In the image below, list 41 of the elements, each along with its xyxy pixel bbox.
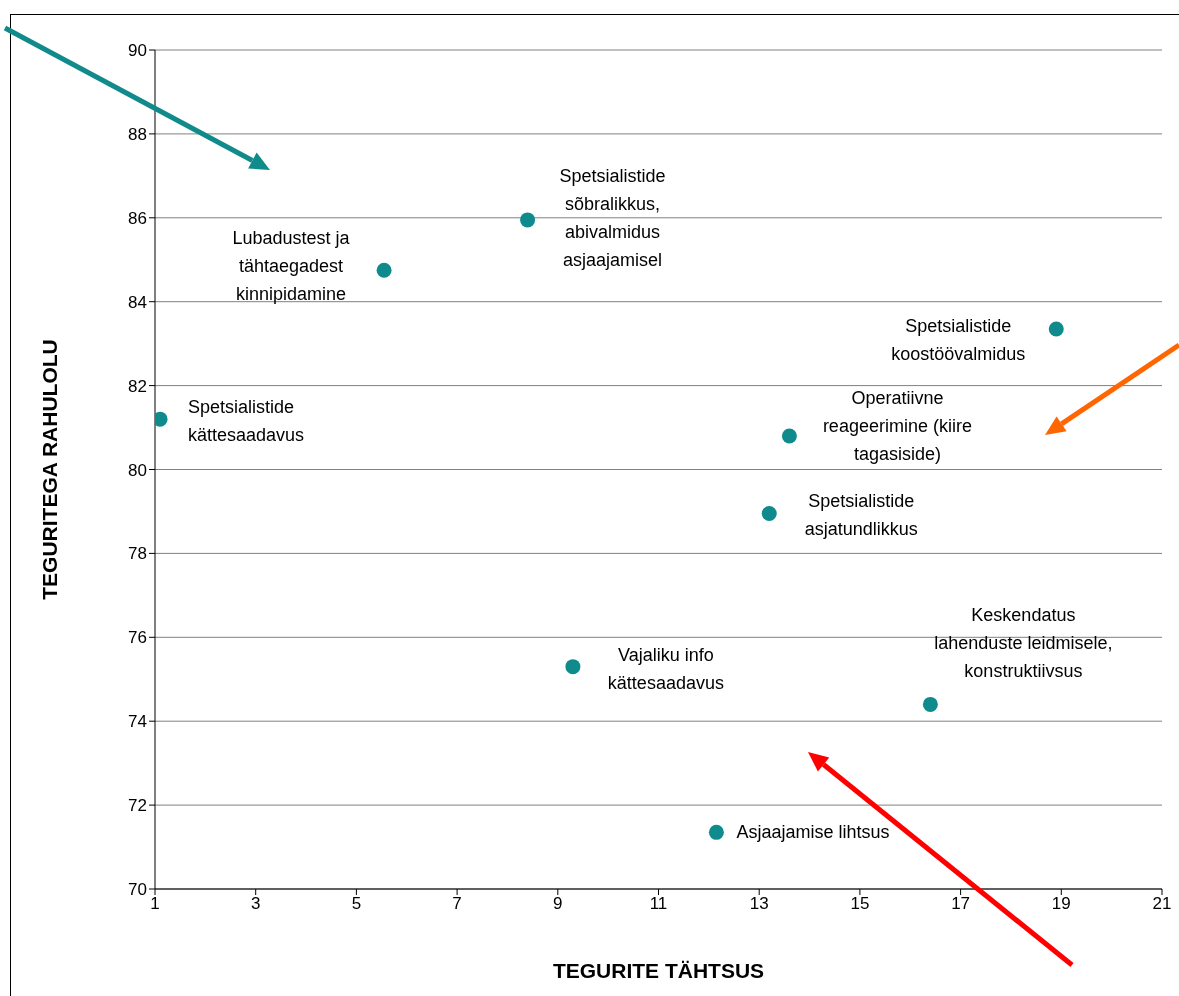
point	[565, 659, 581, 675]
x-tick-label: 17	[951, 894, 971, 914]
annotation: Operatiivne reageerimine (kiire tagasiside)	[822, 387, 972, 464]
x-tick-label: 1	[150, 894, 160, 914]
y-tick-label: 74	[128, 712, 147, 732]
point	[781, 428, 797, 444]
annotation: Spetsialistide kättesaadavus	[188, 396, 305, 445]
annotation: Asjaajamise lihtsus	[736, 822, 890, 843]
x-tick-label: 21	[1152, 894, 1172, 914]
x-axis-title: TEGURITE TÄHTSUS	[552, 959, 765, 982]
annotation: Lubadustest ja tähtaegadest kinnipidamine	[232, 227, 351, 304]
x-tick-label: 13	[749, 894, 769, 914]
y-tick-label: 90	[128, 41, 147, 61]
point	[761, 506, 777, 522]
point	[520, 212, 536, 228]
x-tick-label: 15	[850, 894, 870, 914]
y-tick-label: 78	[128, 544, 147, 564]
y-tick-label: 76	[128, 628, 147, 648]
x-tick-label: 19	[1051, 894, 1071, 914]
annotation: Spetsialistide koostöövalmidus	[891, 315, 1026, 364]
y-tick-label: 80	[128, 460, 147, 480]
x-tick-label: 11	[649, 894, 668, 914]
y-tick-label: 86	[128, 208, 147, 228]
annotation: Vajaliku info kättesaadavus	[607, 644, 724, 693]
point	[922, 696, 938, 712]
x-tick-label: 9	[553, 894, 563, 914]
annotation: Spetsialistide sõbralikkus, abivalmidus asjaajamisel	[559, 165, 666, 270]
x-tick-label: 3	[250, 894, 261, 914]
y-tick-label: 84	[128, 292, 147, 312]
y-tick-label: 72	[128, 796, 147, 816]
point	[376, 262, 392, 278]
point	[708, 824, 724, 840]
y-axis-title: TEGURITEGA RAHULOLU	[38, 339, 62, 600]
annotation: Spetsialistide asjatundlikkus	[804, 490, 918, 539]
y-tick-label: 82	[128, 376, 147, 396]
y-tick-label: 88	[128, 124, 147, 144]
y-tick-label: 70	[128, 880, 147, 900]
point	[1048, 321, 1064, 337]
x-tick-label: 5	[351, 894, 362, 914]
annotation: Keskendatus lahenduste leidmisele, konstruktiivsus	[934, 605, 1113, 682]
x-tick-label: 7	[452, 894, 462, 914]
